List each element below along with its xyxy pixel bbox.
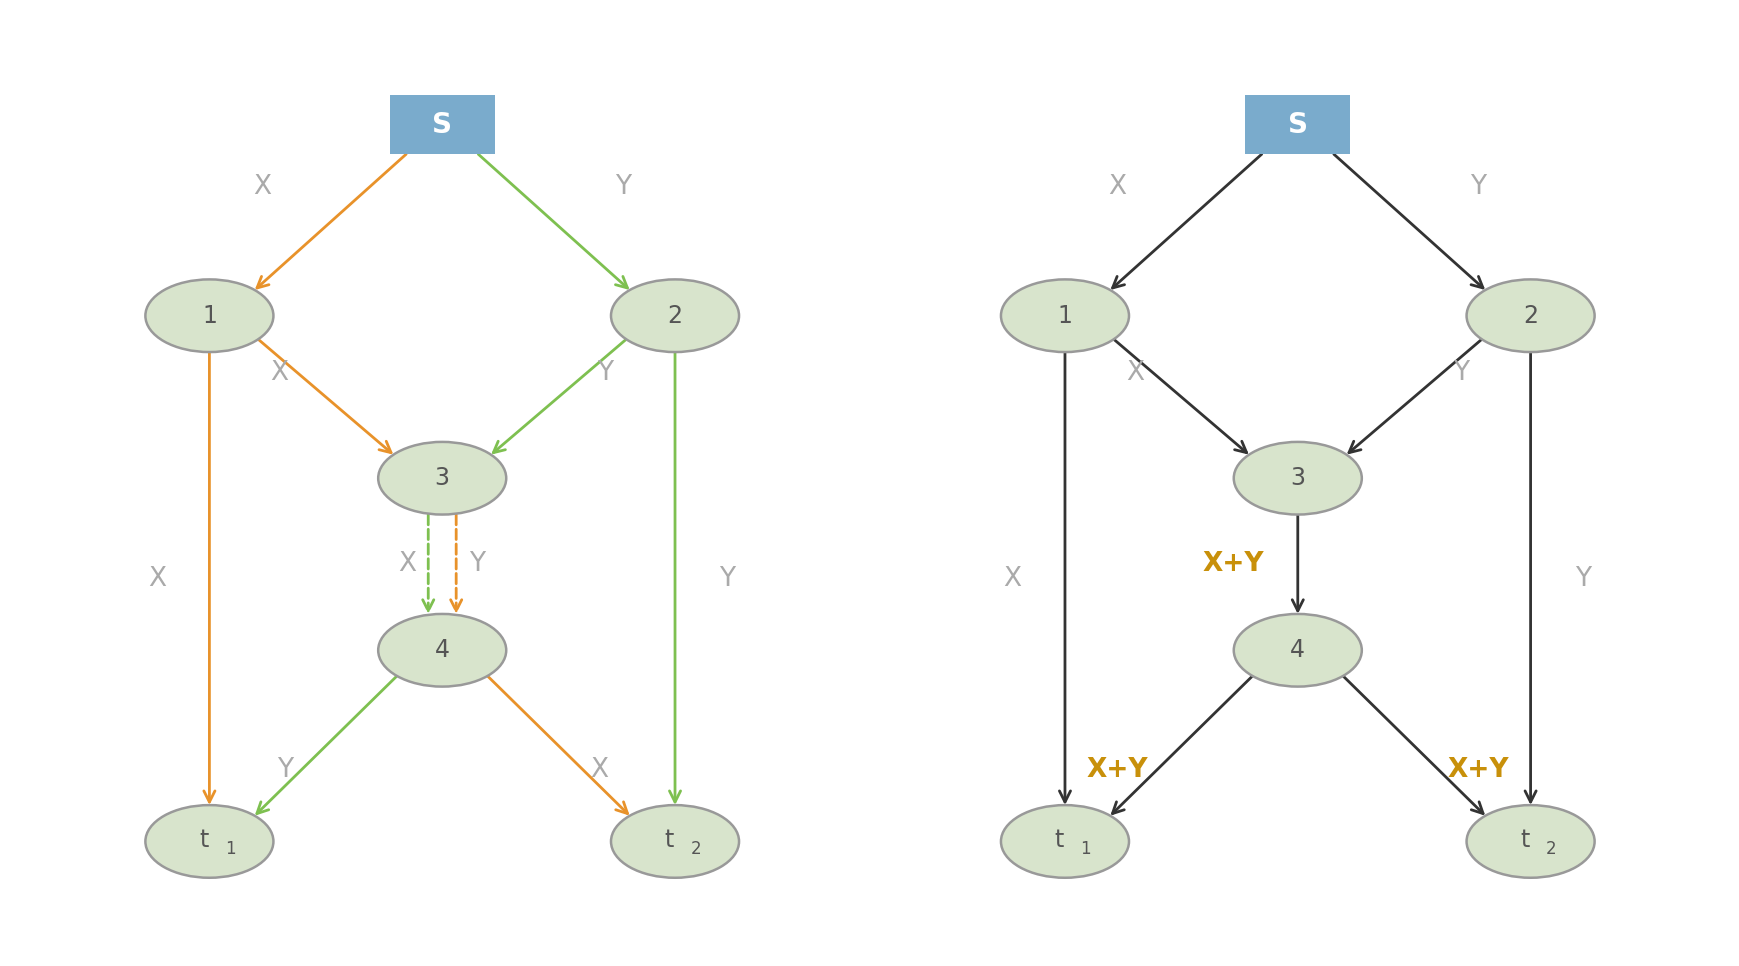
Ellipse shape: [1233, 441, 1362, 515]
Text: 2: 2: [668, 303, 682, 327]
Text: t: t: [664, 828, 673, 851]
FancyArrowPatch shape: [1523, 352, 1536, 802]
Text: t: t: [1520, 828, 1529, 851]
FancyArrowPatch shape: [1111, 155, 1261, 288]
Text: 2: 2: [1546, 840, 1556, 858]
FancyArrowPatch shape: [1348, 339, 1482, 453]
Ellipse shape: [1233, 614, 1362, 687]
Ellipse shape: [1000, 279, 1129, 352]
FancyArrowPatch shape: [478, 155, 628, 288]
Text: t: t: [1054, 828, 1063, 851]
Ellipse shape: [1000, 805, 1129, 878]
Ellipse shape: [1466, 279, 1593, 352]
FancyArrowPatch shape: [487, 676, 628, 813]
Text: X: X: [398, 552, 416, 578]
FancyBboxPatch shape: [390, 95, 494, 155]
Text: 4: 4: [435, 639, 449, 663]
Text: X+Y: X+Y: [1447, 756, 1508, 782]
FancyArrowPatch shape: [423, 515, 433, 611]
Text: 3: 3: [435, 467, 449, 490]
FancyArrowPatch shape: [494, 339, 626, 453]
Text: Y: Y: [1574, 565, 1589, 591]
Text: 1: 1: [1057, 303, 1071, 327]
FancyArrowPatch shape: [1334, 155, 1482, 288]
FancyArrowPatch shape: [1059, 352, 1069, 802]
Text: X+Y: X+Y: [1202, 552, 1264, 578]
Text: X: X: [1003, 565, 1021, 591]
Text: X: X: [252, 174, 271, 200]
Text: Y: Y: [614, 174, 630, 200]
FancyArrowPatch shape: [670, 352, 680, 802]
Text: Y: Y: [1469, 174, 1485, 200]
FancyArrowPatch shape: [257, 676, 396, 813]
FancyArrowPatch shape: [1343, 676, 1482, 813]
Ellipse shape: [1466, 805, 1593, 878]
Text: X: X: [590, 756, 609, 782]
Ellipse shape: [377, 441, 506, 515]
Text: 4: 4: [1290, 639, 1304, 663]
Ellipse shape: [610, 279, 739, 352]
Text: Y: Y: [718, 565, 736, 591]
Ellipse shape: [377, 614, 506, 687]
Text: Y: Y: [596, 360, 612, 386]
FancyArrowPatch shape: [1111, 676, 1252, 813]
FancyArrowPatch shape: [257, 155, 405, 288]
FancyArrowPatch shape: [450, 515, 461, 611]
FancyArrowPatch shape: [257, 339, 391, 453]
Text: Y: Y: [470, 552, 485, 578]
FancyArrowPatch shape: [1113, 339, 1245, 453]
FancyArrowPatch shape: [203, 352, 216, 802]
Text: X: X: [270, 360, 289, 386]
Text: 1: 1: [224, 840, 235, 858]
Text: X: X: [148, 565, 165, 591]
Ellipse shape: [146, 279, 273, 352]
Text: 2: 2: [1522, 303, 1537, 327]
Text: t: t: [198, 828, 209, 851]
Text: 1: 1: [1080, 840, 1090, 858]
Text: Y: Y: [1452, 360, 1468, 386]
FancyBboxPatch shape: [1245, 95, 1349, 155]
Text: X+Y: X+Y: [1085, 756, 1148, 782]
FancyArrowPatch shape: [1292, 515, 1303, 611]
Text: S: S: [1287, 110, 1308, 138]
Text: 3: 3: [1290, 467, 1304, 490]
Text: X: X: [1108, 174, 1125, 200]
Text: Y: Y: [277, 756, 292, 782]
Text: 2: 2: [690, 840, 701, 858]
Text: X: X: [1125, 360, 1143, 386]
Text: 1: 1: [202, 303, 217, 327]
Ellipse shape: [610, 805, 739, 878]
Ellipse shape: [146, 805, 273, 878]
Text: S: S: [431, 110, 452, 138]
